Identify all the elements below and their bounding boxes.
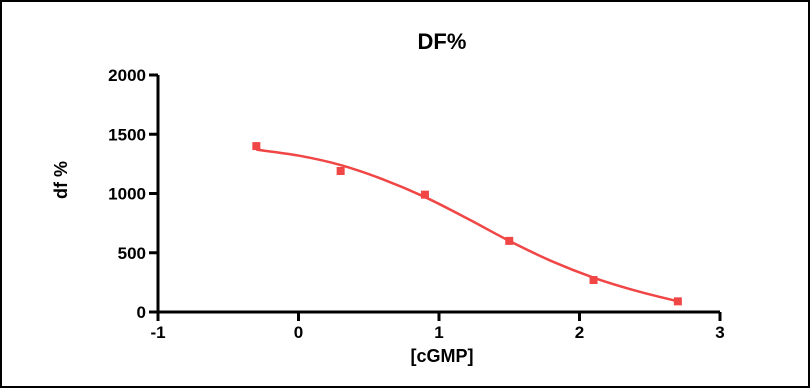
y-tick-label: 2000 <box>108 66 146 85</box>
y-axis-label: df % <box>51 161 71 199</box>
y-tick-label: 500 <box>118 244 146 263</box>
fit-curve-line <box>256 148 679 303</box>
x-axis-label: [cGMP] <box>411 346 474 366</box>
y-tick-label: 1500 <box>108 125 146 144</box>
y-tick-label: 0 <box>137 303 146 322</box>
y-tick-label: 1000 <box>108 185 146 204</box>
data-point <box>420 190 429 199</box>
x-tick-label: -1 <box>150 323 165 342</box>
data-point <box>252 142 261 151</box>
data-point <box>505 236 514 245</box>
x-tick-label: 2 <box>575 323 584 342</box>
x-tick-label: 1 <box>434 323 443 342</box>
data-point <box>673 297 682 306</box>
chart-title: DF% <box>418 29 467 54</box>
x-tick-label: 0 <box>294 323 303 342</box>
data-point <box>336 166 345 175</box>
data-point <box>589 276 598 285</box>
x-tick-label: 3 <box>715 323 724 342</box>
